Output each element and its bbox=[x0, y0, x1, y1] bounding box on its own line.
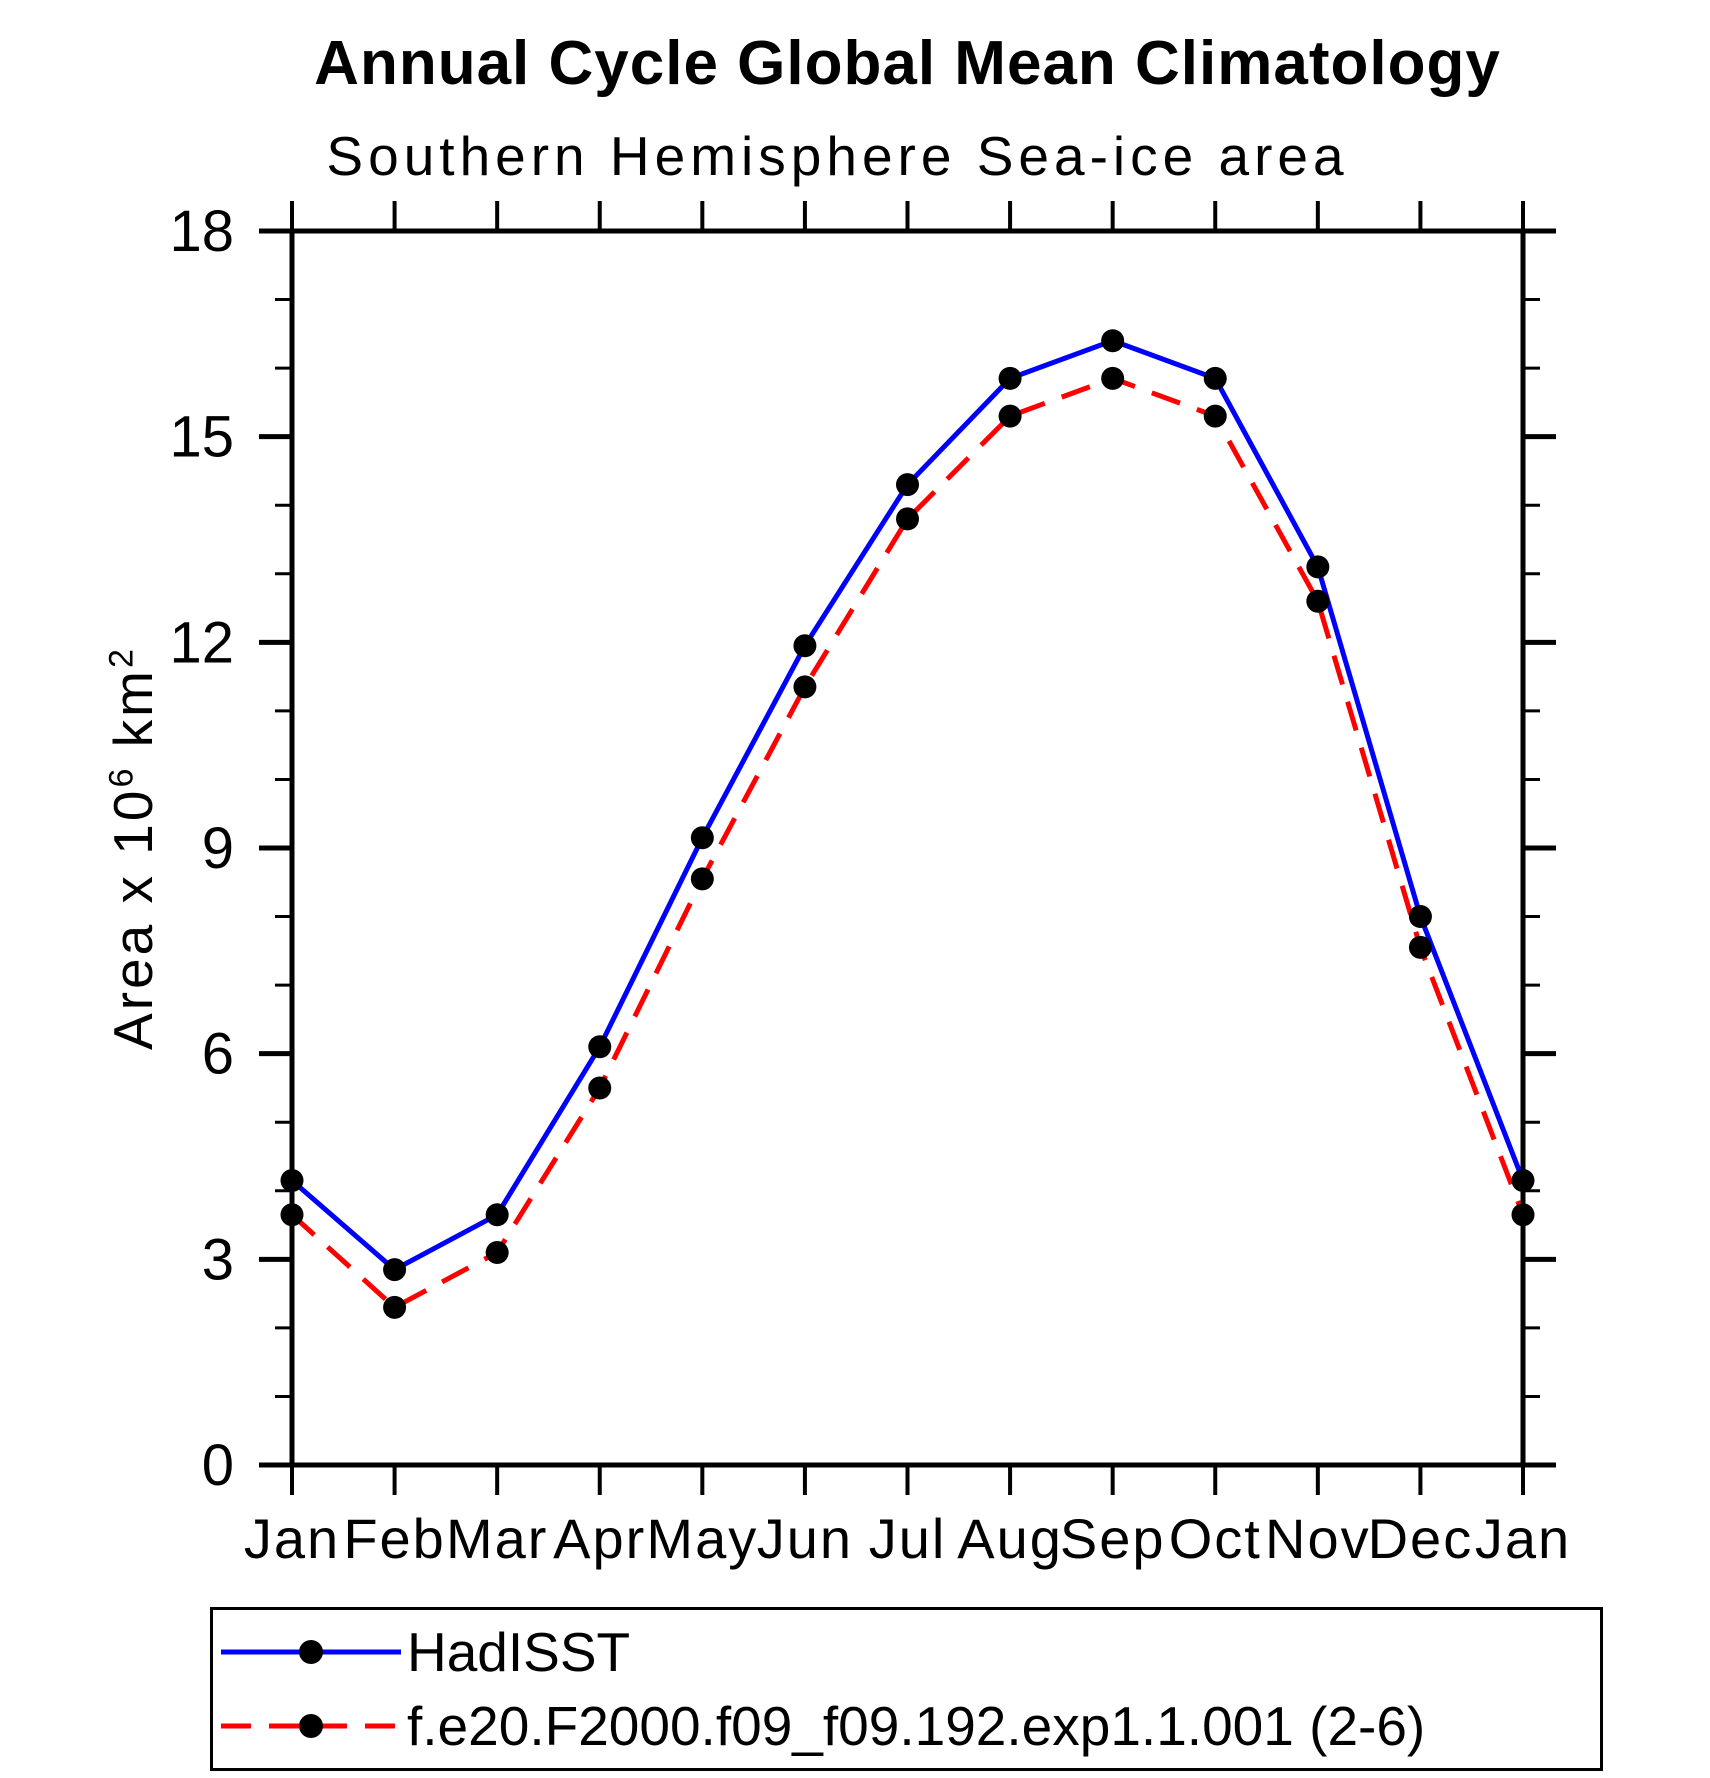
legend-label-model: f.e20.F2000.f09_f09.192.exp1.1.001 (2-6) bbox=[407, 1695, 1426, 1757]
data-point bbox=[1511, 1168, 1535, 1192]
data-point bbox=[1306, 589, 1330, 613]
data-point bbox=[1511, 1203, 1535, 1227]
data-point bbox=[998, 366, 1022, 390]
data-point bbox=[383, 1295, 407, 1319]
x-axis-month-label: Jun bbox=[757, 1507, 853, 1570]
x-axis-month-label: Apr bbox=[553, 1507, 646, 1570]
data-point bbox=[485, 1240, 509, 1264]
y-tick-label: 3 bbox=[202, 1227, 234, 1292]
y-tick-label: 15 bbox=[169, 405, 234, 470]
data-point bbox=[1408, 905, 1432, 929]
y-tick-label: 18 bbox=[169, 199, 234, 264]
x-axis-month-label: May bbox=[646, 1507, 758, 1570]
chart-subtitle: Southern Hemisphere Sea-ice area bbox=[326, 125, 1349, 187]
legend-entry-model: f.e20.F2000.f09_f09.192.exp1.1.001 (2-6) bbox=[217, 1695, 1426, 1757]
legend-marker bbox=[299, 1714, 323, 1738]
data-point bbox=[690, 867, 714, 891]
x-axis-month-label: Jan bbox=[1475, 1507, 1571, 1570]
data-point bbox=[896, 473, 919, 497]
data-point bbox=[588, 1076, 612, 1100]
legend-marker bbox=[299, 1640, 323, 1664]
legend-box: HadISST f.e20.F2000.f09_f09.192.exp1.1.0… bbox=[210, 1607, 1603, 1771]
data-point bbox=[588, 1035, 612, 1059]
data-point bbox=[998, 404, 1022, 428]
x-axis-month-label: Jul bbox=[869, 1507, 947, 1570]
data-point bbox=[280, 1203, 304, 1227]
y-tick-label: 6 bbox=[202, 1022, 234, 1087]
data-point bbox=[1306, 555, 1330, 579]
legend-swatch-solid-line bbox=[221, 1640, 401, 1664]
axis-frame bbox=[289, 228, 1526, 1468]
data-point bbox=[896, 507, 919, 531]
y-tick-label: 0 bbox=[202, 1433, 234, 1498]
data-point bbox=[690, 826, 714, 850]
data-point bbox=[280, 1168, 304, 1192]
data-point bbox=[793, 634, 817, 658]
x-axis-month-label: Nov bbox=[1265, 1507, 1371, 1570]
x-axis-month-label: Sep bbox=[1060, 1507, 1166, 1570]
legend-entry-hadisst: HadISST bbox=[217, 1621, 631, 1683]
data-point bbox=[383, 1258, 407, 1282]
data-point bbox=[1101, 366, 1125, 390]
legend-label-hadisst: HadISST bbox=[407, 1621, 631, 1683]
x-axis-month-label: Jan bbox=[244, 1507, 340, 1570]
x-axis-month-label: Dec bbox=[1368, 1507, 1474, 1570]
data-point bbox=[1408, 935, 1432, 959]
data-point bbox=[1203, 404, 1227, 428]
data-point bbox=[1101, 329, 1125, 353]
x-axis-month-label: Aug bbox=[957, 1507, 1063, 1570]
x-axis-month-label: Mar bbox=[446, 1507, 548, 1570]
x-axis-month-label: Oct bbox=[1169, 1507, 1262, 1570]
y-tick-label: 12 bbox=[169, 610, 234, 675]
data-point bbox=[1203, 366, 1227, 390]
y-tick-label: 9 bbox=[202, 816, 234, 881]
data-point bbox=[485, 1203, 509, 1227]
chart-title: Annual Cycle Global Mean Climatology bbox=[314, 29, 1501, 98]
legend-swatch-dashed-line bbox=[221, 1714, 401, 1738]
x-axis-month-label: Feb bbox=[343, 1507, 446, 1570]
data-point bbox=[793, 675, 817, 699]
